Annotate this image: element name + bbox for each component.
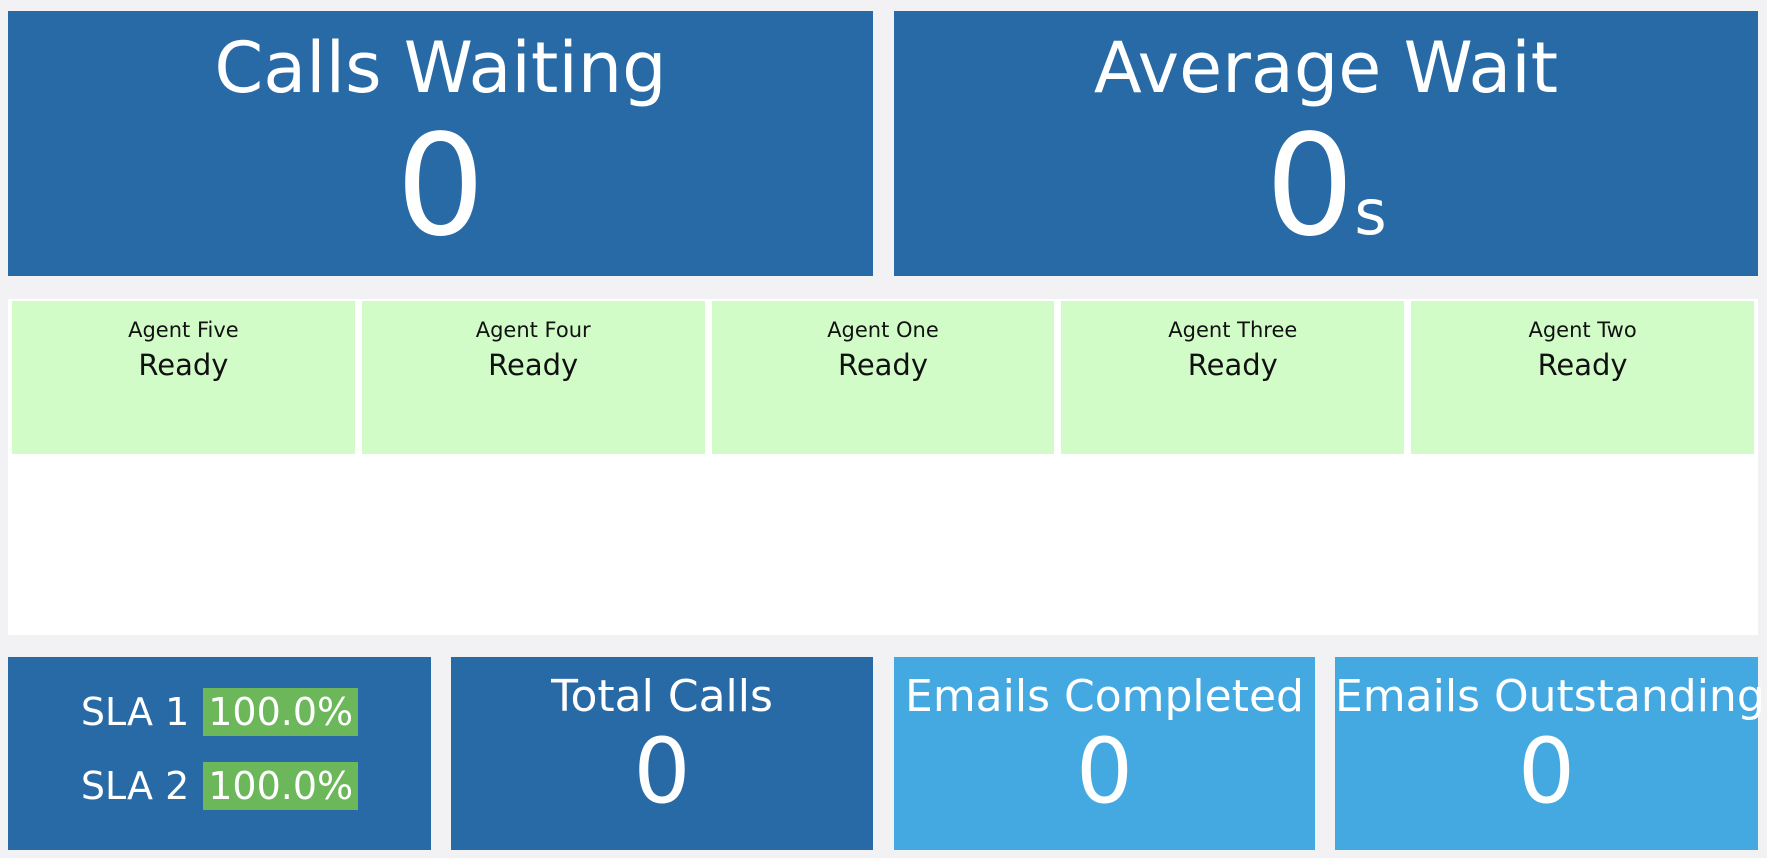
agent-name: Agent Two <box>1528 318 1637 342</box>
panel-title: Emails Completed <box>905 671 1304 722</box>
panel-title: Calls Waiting <box>214 27 667 109</box>
panel-value: 0 <box>1265 105 1355 268</box>
panel-value: 0 <box>633 719 691 824</box>
average-wait-panel: Average Wait 0s <box>894 11 1758 276</box>
agent-name: Agent One <box>827 318 939 342</box>
emails-completed-panel: Emails Completed 0 <box>894 657 1315 850</box>
agent-card: Agent Five Ready <box>12 301 355 454</box>
agent-card: Agent Two Ready <box>1411 301 1754 454</box>
calls-waiting-panel: Calls Waiting 0 <box>8 11 873 276</box>
agent-name: Agent Five <box>128 318 239 342</box>
sla-value: 100.0% <box>203 688 359 736</box>
agents-area: Agent Five Ready Agent Four Ready Agent One R… <box>8 299 1758 635</box>
total-calls-panel: Total Calls 0 <box>451 657 873 850</box>
panel-title: Emails Outstanding <box>1335 671 1765 722</box>
panel-value-wrap: 0s <box>894 117 1758 257</box>
sla-value: 100.0% <box>203 762 359 810</box>
panel-unit: s <box>1354 176 1387 249</box>
agent-status: Ready <box>837 348 928 382</box>
agent-card: Agent Three Ready <box>1061 301 1405 454</box>
agent-status: Ready <box>1537 348 1628 382</box>
agent-card: Agent One Ready <box>711 301 1055 454</box>
panel-value: 0 <box>1517 719 1576 824</box>
sla-panel: SLA 1 100.0% SLA 2 100.0% <box>8 657 431 850</box>
sla-label: SLA 1 <box>80 690 190 734</box>
sla-label: SLA 2 <box>80 764 190 808</box>
sla-row: SLA 1 100.0% <box>8 685 431 739</box>
panel-value: 0 <box>395 105 486 268</box>
agent-card: Agent Four Ready <box>361 301 705 454</box>
panel-title: Average Wait <box>1093 27 1559 109</box>
agent-status: Ready <box>138 348 229 382</box>
panel-title: Total Calls <box>551 671 773 722</box>
sla-row: SLA 2 100.0% <box>8 759 431 813</box>
agent-status: Ready <box>1187 348 1278 382</box>
emails-outstanding-panel: Emails Outstanding 0 <box>1335 657 1765 850</box>
agent-name: Agent Three <box>1168 318 1298 342</box>
agent-status: Ready <box>488 348 579 382</box>
agent-name: Agent Four <box>475 318 591 342</box>
panel-value: 0 <box>1075 719 1134 824</box>
